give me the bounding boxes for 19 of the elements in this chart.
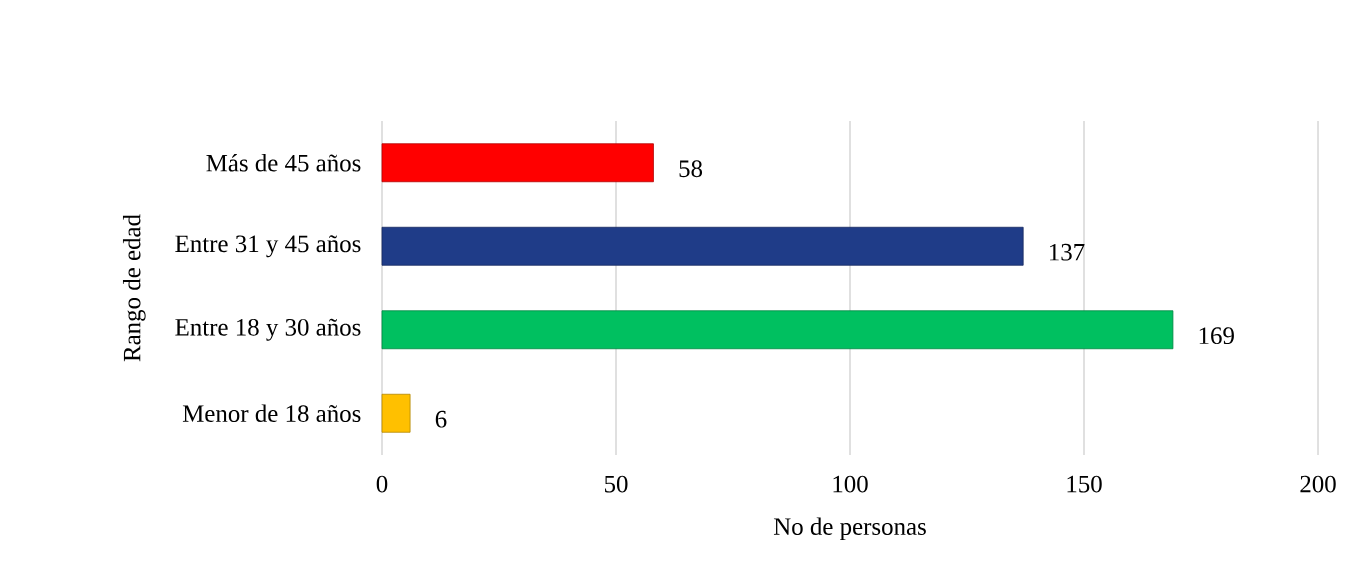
x-tick-label: 0 (376, 475, 388, 493)
x-tick-label: 100 (833, 475, 868, 493)
x-tick-label: 200 (1300, 475, 1336, 493)
y-tick-label: Menor de 18 años (182, 404, 361, 423)
x-tick-label: 150 (1067, 475, 1102, 493)
data-label: 58 (679, 160, 703, 178)
x-tick-label: 50 (604, 475, 628, 493)
data-label: 137 (1050, 243, 1085, 261)
x-axis-title: No de personas (773, 517, 926, 541)
y-tick-label: Entre 31 y 45 años (175, 235, 361, 258)
bar (381, 393, 411, 433)
y-tick-label: Más de 45 años (206, 153, 361, 172)
data-label: 169 (1199, 327, 1234, 345)
bar (381, 143, 654, 183)
y-tick-label: Entre 18 y 30 años (175, 318, 361, 341)
y-axis-title: Rango de edad (122, 214, 146, 362)
bar (381, 226, 1024, 266)
data-label: 6 (435, 410, 447, 428)
bar (381, 310, 1174, 350)
